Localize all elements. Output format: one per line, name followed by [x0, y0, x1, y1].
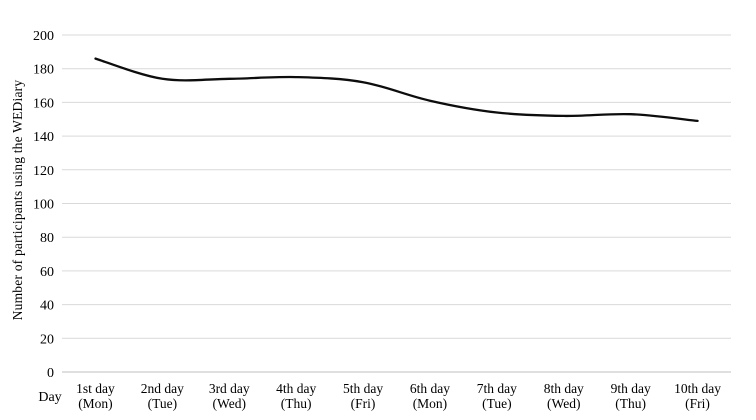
x-tick-label: 2nd day (Tue) — [141, 381, 184, 411]
x-tick-label: 3rd day (Wed) — [209, 381, 250, 411]
y-tick-label: 80 — [40, 231, 54, 246]
y-axis-title: Number of participants using the WEDiary — [10, 79, 25, 321]
x-tick-label: 6th day (Mon) — [410, 381, 450, 411]
x-tick-label: 10th day (Fri) — [674, 381, 721, 411]
y-tick-label: 60 — [40, 265, 54, 280]
x-tick-label: 7th day (Tue) — [477, 381, 517, 411]
x-tick-label: 9th day (Thu) — [611, 381, 651, 411]
y-tick-label: 0 — [47, 366, 54, 381]
y-tick-label: 200 — [33, 29, 54, 44]
y-tick-label: 120 — [33, 164, 54, 179]
x-tick-label: 4th day (Thu) — [276, 381, 316, 411]
y-tick-label: 140 — [33, 130, 54, 145]
y-tick-label: 100 — [33, 198, 54, 213]
y-tick-label: 180 — [33, 63, 54, 78]
x-axis-day-label: Day — [38, 390, 61, 405]
y-tick-label: 20 — [40, 332, 54, 347]
x-tick-label: 1st day (Mon) — [76, 381, 115, 411]
x-tick-label: 8th day (Wed) — [544, 381, 584, 411]
y-tick-label: 40 — [40, 299, 54, 314]
y-tick-label: 160 — [33, 96, 54, 111]
series-line — [94, 57, 699, 123]
x-tick-label: 5th day (Fri) — [343, 381, 383, 411]
